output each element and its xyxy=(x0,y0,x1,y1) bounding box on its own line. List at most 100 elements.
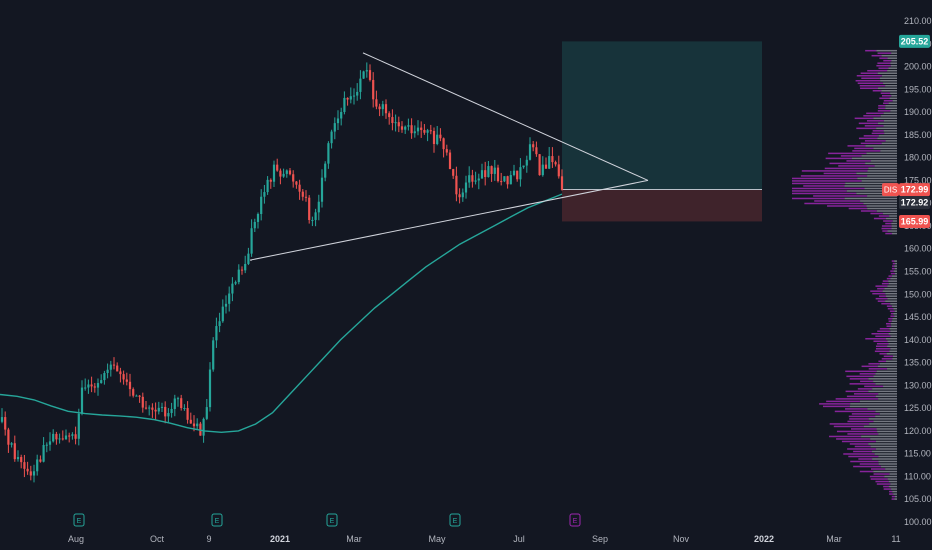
volume-bar xyxy=(873,473,890,475)
volume-bar xyxy=(866,205,897,207)
candle-body xyxy=(400,126,404,130)
candle-body xyxy=(167,413,170,417)
volume-bar xyxy=(893,493,897,495)
volume-bar xyxy=(863,135,879,137)
y-tick-label: 100.00 xyxy=(904,517,932,527)
volume-bar xyxy=(887,297,897,300)
volume-bar xyxy=(873,217,886,220)
volume-bar xyxy=(877,430,897,433)
volume-bar xyxy=(800,175,868,177)
candle-body xyxy=(208,369,212,408)
volume-bar xyxy=(883,488,892,490)
volume-bar xyxy=(889,350,897,353)
candle-body xyxy=(532,144,535,148)
volume-bar xyxy=(883,485,890,488)
volume-bar xyxy=(868,390,897,393)
candle-body xyxy=(247,253,250,264)
position-zones xyxy=(562,41,762,222)
earnings-marker-frame xyxy=(326,513,338,527)
volume-bar xyxy=(892,358,897,360)
candle-body xyxy=(445,149,448,153)
candle-body xyxy=(423,129,426,133)
candle-body xyxy=(20,457,23,463)
candle-body xyxy=(68,435,71,437)
candle-body xyxy=(218,321,221,327)
volume-bar xyxy=(872,458,897,460)
volume-bar xyxy=(889,310,895,312)
x-tick-label: 2021 xyxy=(270,534,290,544)
volume-bar xyxy=(829,162,866,165)
volume-bar xyxy=(886,368,897,370)
volume-bar xyxy=(884,475,897,478)
candle-body xyxy=(112,364,116,366)
volume-bar xyxy=(872,130,884,132)
volume-bar xyxy=(891,495,895,498)
volume-bar xyxy=(891,275,897,277)
volume-bar xyxy=(888,320,892,322)
volume-bar xyxy=(853,450,872,453)
candle-body xyxy=(416,127,420,132)
volume-bar xyxy=(891,59,897,62)
candle-body xyxy=(16,457,20,460)
volume-bar xyxy=(863,202,897,205)
volume-bar xyxy=(890,92,897,95)
earnings-marker-label: E xyxy=(215,518,220,525)
volume-bar xyxy=(849,378,869,380)
candle-body xyxy=(554,162,557,165)
candle-body xyxy=(256,214,260,222)
candle-body xyxy=(244,263,247,271)
candle-body xyxy=(23,462,26,469)
ma-line xyxy=(0,193,563,434)
volume-bar xyxy=(894,272,897,275)
candle-body xyxy=(436,134,439,145)
volume-bar xyxy=(892,355,897,358)
volume-bar xyxy=(826,400,860,403)
volume-bar xyxy=(876,483,891,485)
volume-bar xyxy=(876,210,897,212)
volume-bar xyxy=(849,443,869,445)
candle-body xyxy=(442,138,445,150)
candle-body xyxy=(74,434,77,439)
volume-bar xyxy=(868,443,897,445)
volume-bar xyxy=(871,468,886,470)
volume-bar xyxy=(833,425,864,428)
candle-body xyxy=(538,154,541,176)
volume-bar xyxy=(851,157,897,160)
candle-body xyxy=(42,445,45,462)
volume-bar xyxy=(880,465,897,468)
volume-bar xyxy=(868,368,887,370)
volume-bar xyxy=(849,383,876,385)
volume-bar xyxy=(881,74,897,77)
volume-bar xyxy=(846,375,874,378)
candle-body xyxy=(298,184,301,192)
volume-bar xyxy=(836,438,871,440)
volume-bar xyxy=(846,395,876,398)
volume-bar xyxy=(847,145,866,147)
volume-bar xyxy=(881,282,889,285)
volume-profile xyxy=(792,49,897,500)
volume-bar xyxy=(875,348,891,350)
volume-bar xyxy=(877,287,885,290)
volume-bar xyxy=(822,405,850,408)
volume-bar xyxy=(857,388,873,390)
volume-bar xyxy=(879,353,887,355)
volume-bar xyxy=(889,493,894,495)
volume-bar xyxy=(867,408,897,410)
volume-bar xyxy=(877,137,897,140)
current-alt-badge-bg xyxy=(899,196,930,210)
volume-bar xyxy=(894,495,897,498)
volume-bar xyxy=(876,428,897,430)
candle-body xyxy=(365,70,368,72)
volume-bar xyxy=(873,117,897,120)
volume-bar xyxy=(879,57,888,59)
volume-bar xyxy=(888,480,897,483)
volume-bar xyxy=(875,285,888,287)
y-tick-label: 195.00 xyxy=(904,84,932,94)
volume-bar xyxy=(865,162,897,165)
volume-bar xyxy=(877,365,897,368)
volume-bar xyxy=(872,90,882,92)
current-price-badge: 172.99 xyxy=(901,185,929,195)
volume-bar xyxy=(878,393,897,395)
